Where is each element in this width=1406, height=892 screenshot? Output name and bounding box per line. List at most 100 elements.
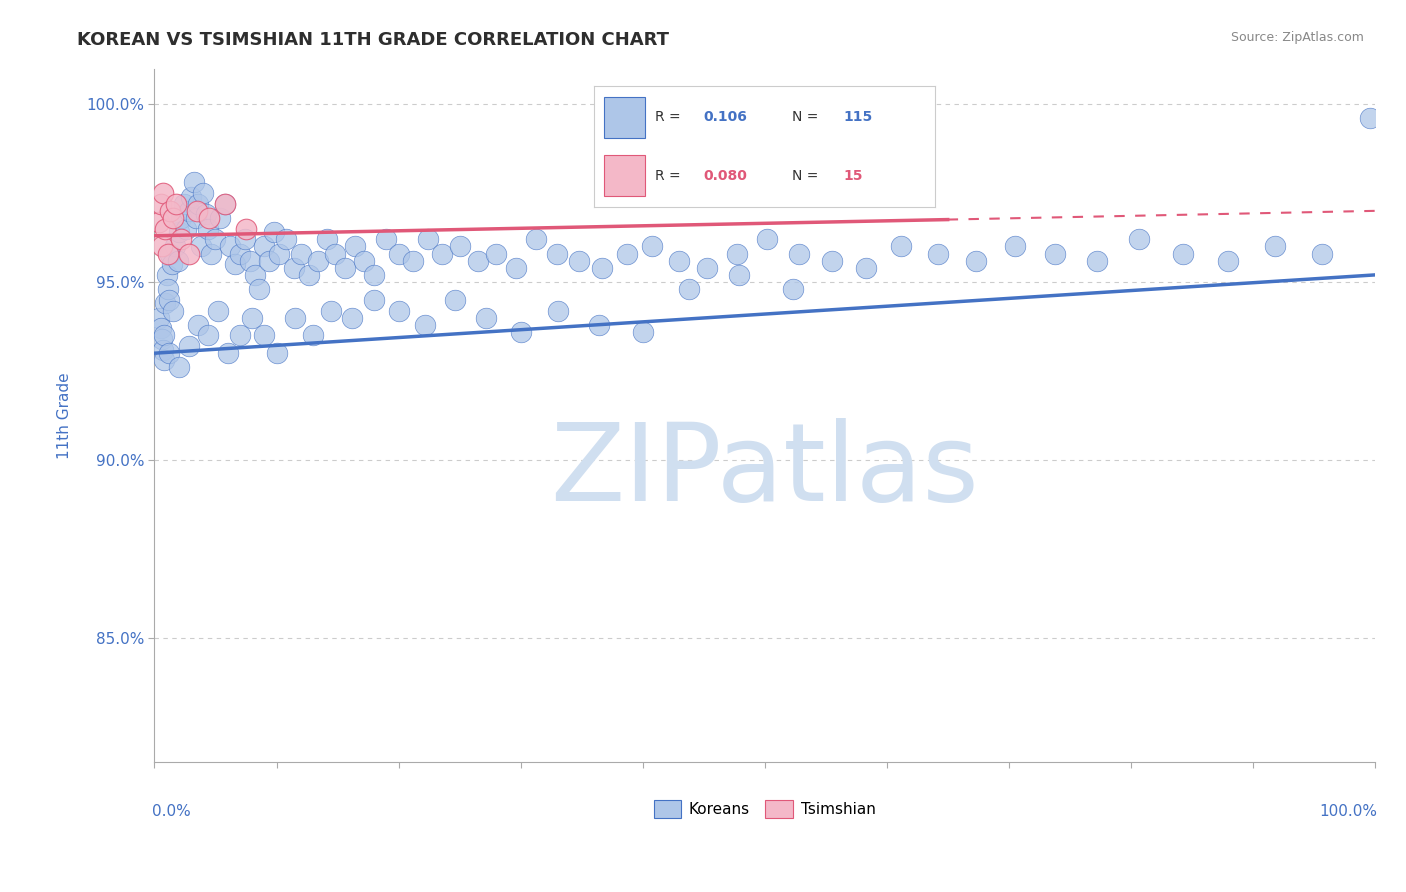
Point: [177, 203, 200, 218]
Point: [1043, 246, 1066, 260]
Point: [616, 246, 638, 260]
Point: [927, 246, 949, 260]
Point: [239, 253, 262, 268]
Point: [387, 246, 409, 260]
Point: [290, 246, 312, 260]
Point: [283, 260, 305, 275]
Point: [190, 239, 212, 253]
Point: [475, 310, 498, 325]
Point: [353, 253, 375, 268]
Point: [180, 189, 202, 203]
Point: [302, 328, 325, 343]
Point: [416, 232, 439, 246]
Point: [207, 303, 229, 318]
Point: [153, 328, 176, 343]
Point: [219, 239, 242, 253]
Point: [198, 211, 221, 225]
Point: [678, 282, 700, 296]
Point: [177, 339, 200, 353]
Point: [159, 203, 181, 218]
Point: [363, 293, 385, 307]
Point: [284, 310, 307, 325]
Point: [307, 253, 329, 268]
Point: [1264, 239, 1286, 253]
Point: [266, 346, 288, 360]
Point: [152, 186, 174, 200]
Point: [1085, 253, 1108, 268]
Point: [363, 268, 385, 282]
Point: [162, 211, 184, 225]
Point: [170, 232, 193, 246]
Point: [156, 268, 179, 282]
Point: [240, 310, 263, 325]
Point: [184, 211, 207, 225]
Point: [229, 328, 252, 343]
Point: [333, 260, 356, 275]
Point: [315, 232, 337, 246]
Point: [194, 207, 217, 221]
Point: [631, 325, 654, 339]
Text: 100.0%: 100.0%: [1319, 804, 1378, 819]
Point: [148, 214, 170, 228]
Point: [253, 328, 276, 343]
Point: [152, 343, 174, 357]
Point: [696, 260, 718, 275]
Point: [588, 318, 610, 332]
Point: [787, 246, 810, 260]
Point: [443, 293, 465, 307]
Point: [505, 260, 527, 275]
Point: [174, 221, 197, 235]
Point: [509, 325, 531, 339]
Point: [375, 232, 398, 246]
Point: [782, 282, 804, 296]
Y-axis label: 11th Grade: 11th Grade: [58, 372, 72, 458]
Point: [150, 332, 173, 346]
Point: [263, 225, 285, 239]
Point: [149, 196, 172, 211]
Point: [402, 253, 425, 268]
Point: [321, 303, 343, 318]
Point: [156, 246, 179, 260]
Point: [276, 232, 298, 246]
Point: [591, 260, 613, 275]
Legend: Koreans, Tsimshian: Koreans, Tsimshian: [648, 794, 882, 824]
Text: Source: ZipAtlas.com: Source: ZipAtlas.com: [1230, 31, 1364, 45]
Point: [153, 353, 176, 368]
Point: [1310, 246, 1333, 260]
Point: [323, 246, 346, 260]
Point: [485, 246, 508, 260]
Point: [162, 303, 184, 318]
Point: [432, 246, 454, 260]
Point: [340, 310, 363, 325]
Point: [1358, 112, 1381, 126]
Point: [209, 211, 232, 225]
Point: [155, 221, 177, 235]
Point: [157, 293, 180, 307]
Point: [187, 196, 209, 211]
Point: [214, 196, 236, 211]
Point: [148, 310, 170, 325]
Point: [166, 253, 188, 268]
Point: [229, 246, 252, 260]
Point: [1004, 239, 1026, 253]
Point: [160, 257, 183, 271]
Point: [217, 346, 239, 360]
Point: [249, 282, 271, 296]
Point: [224, 257, 246, 271]
Point: [449, 239, 471, 253]
Point: [298, 268, 321, 282]
Point: [243, 268, 266, 282]
Point: [177, 246, 200, 260]
Point: [197, 221, 219, 235]
Point: [890, 239, 912, 253]
Point: [193, 186, 215, 200]
Point: [167, 225, 190, 239]
Point: [186, 203, 208, 218]
Point: [197, 328, 219, 343]
Point: [728, 268, 751, 282]
Point: [157, 346, 180, 360]
Point: [214, 196, 236, 211]
Point: [150, 239, 173, 253]
Point: [235, 221, 257, 235]
Text: KOREAN VS TSIMSHIAN 11TH GRADE CORRELATION CHART: KOREAN VS TSIMSHIAN 11TH GRADE CORRELATI…: [77, 31, 669, 49]
